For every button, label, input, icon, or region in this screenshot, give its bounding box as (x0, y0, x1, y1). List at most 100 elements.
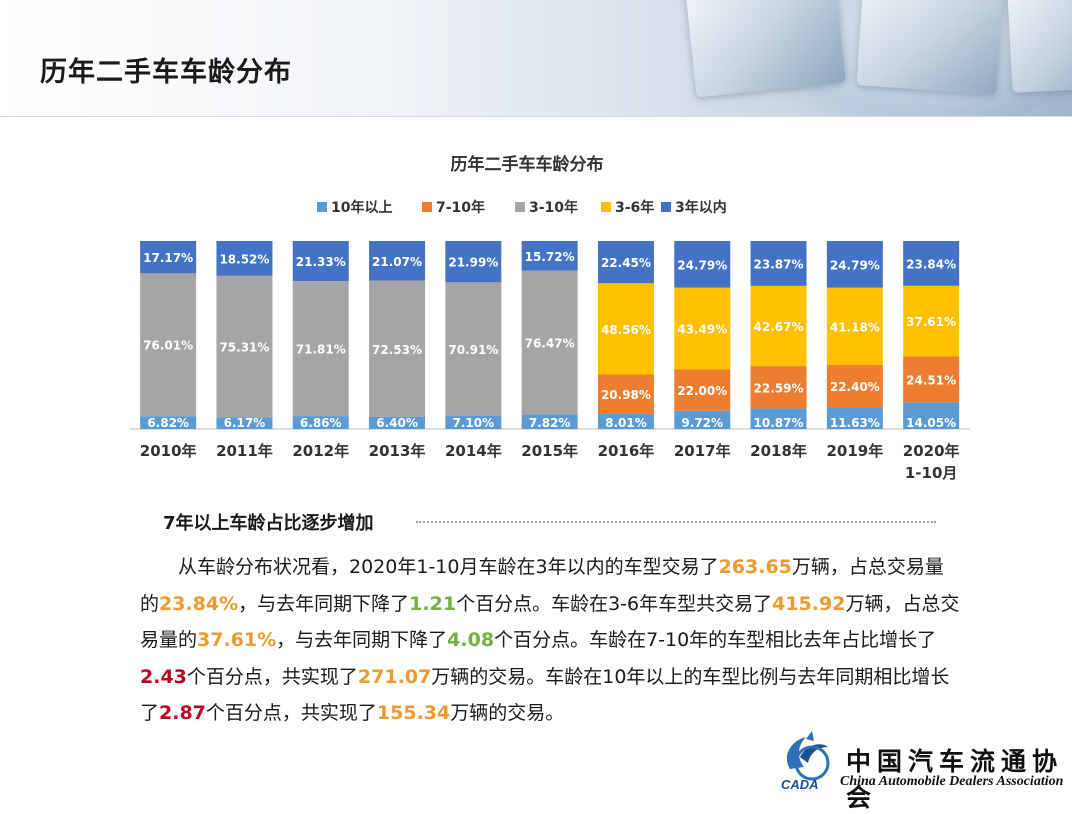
data-label: 7.10% (453, 416, 495, 430)
highlight-value: 415.92 (772, 592, 846, 615)
data-label: 17.17% (143, 251, 193, 265)
bar-segment (369, 416, 426, 429)
bar-segment (597, 283, 654, 375)
bar-segment (445, 241, 502, 283)
chart-title: 历年二手车车龄分布 (451, 154, 604, 175)
dotted-divider (416, 521, 936, 523)
data-label: 43.49% (677, 322, 727, 336)
paragraph-text: 个百分点。车龄在3-6年车型共交易了 (456, 592, 773, 615)
paragraph-text: ，与去年同期下降了 (238, 592, 410, 615)
bar-segment (597, 374, 654, 414)
data-label: 6.86% (300, 416, 342, 430)
data-label: 14.05% (906, 416, 956, 430)
highlight-value: 155.34 (376, 702, 451, 725)
stacked-bar-chart: 历年二手车车龄分布 10年以上 7-10年 3-10年 3-6年 3年以内 6.82% 76.… (130, 154, 970, 482)
legend-swatch (515, 202, 525, 212)
bar-segment (903, 402, 960, 429)
bar-segment (674, 369, 731, 411)
bar-segment (674, 410, 731, 429)
bar-segment (521, 414, 578, 429)
paragraph-text: 个百分点，共实现了 (205, 702, 377, 725)
data-label: 24.79% (677, 258, 727, 272)
bar-segment (140, 416, 197, 429)
legend-label: 3-10年 (529, 199, 578, 216)
highlight-value: 23.84% (159, 592, 239, 615)
bar-segment (826, 287, 883, 366)
bar-segment (903, 241, 960, 286)
data-label: 76.47% (525, 336, 575, 350)
x-tick-label: 1-10月 (905, 464, 958, 482)
data-label: 22.40% (830, 380, 880, 394)
data-label: 37.61% (906, 315, 956, 329)
data-label: 6.82% (147, 416, 189, 430)
data-label: 22.00% (677, 384, 727, 398)
highlight-value: 37.61% (197, 629, 277, 652)
bar-segment (216, 275, 273, 418)
bar-segment (445, 415, 502, 429)
bar-segment (597, 413, 654, 429)
data-label: 18.52% (219, 252, 269, 266)
x-tick-label: 2011年 (216, 442, 273, 460)
data-label: 48.56% (601, 323, 651, 337)
paragraph-text: 个百分点。车龄在7-10年的车型相比去年占比增长了 (494, 629, 937, 652)
bar-segment (369, 241, 426, 281)
bar-segment (521, 241, 578, 271)
x-tick-label: 2013年 (369, 442, 426, 460)
header-divider (0, 116, 1072, 117)
x-tick-label: 2018年 (750, 442, 807, 460)
paragraph-text: 从车龄分布状况看，2020年1-10月车龄在3年以内的车型交易了 (178, 556, 719, 578)
highlight-value: 271.07 (357, 665, 432, 688)
bar-segment (750, 241, 807, 286)
bar-segment (826, 241, 883, 288)
bar-segment (216, 241, 273, 276)
data-label: 75.31% (219, 341, 269, 355)
legend-swatch (661, 202, 671, 212)
logo-mark-text: CADA (781, 777, 819, 792)
data-label: 23.84% (906, 257, 956, 271)
data-label: 41.18% (830, 320, 880, 334)
data-label: 11.63% (830, 416, 880, 430)
bar-segment (674, 287, 731, 370)
bar-segment (140, 273, 197, 417)
page-title: 历年二手车车龄分布 (40, 57, 292, 88)
data-label: 22.59% (754, 381, 804, 395)
legend-swatch (422, 202, 432, 212)
bar-segment (445, 282, 502, 416)
data-label: 22.45% (601, 256, 651, 270)
paragraph-text: 万辆，占总交易量的 (140, 592, 960, 652)
data-label: 10.87% (754, 416, 804, 430)
data-label: 23.87% (754, 257, 804, 271)
paragraph-text: 万辆，占总交易量的 (140, 556, 944, 615)
bar-segment (826, 407, 883, 429)
highlight-value: 2.87 (159, 702, 206, 725)
legend-swatch (317, 202, 327, 212)
legend-label: 7-10年 (436, 199, 485, 216)
x-tick-label: 2015年 (521, 442, 578, 460)
bar-segment (750, 408, 807, 429)
data-label: 24.79% (830, 258, 880, 272)
data-label: 21.07% (372, 255, 422, 269)
data-label: 6.17% (224, 416, 266, 430)
data-label: 71.81% (296, 343, 346, 357)
paragraph-text: 万辆的交易。车龄在10年以上的车型比例与去年同期相比增长了 (140, 665, 950, 725)
legend-label: 3年以内 (675, 199, 727, 216)
data-label: 8.01% (605, 416, 647, 430)
data-label: 72.53% (372, 343, 422, 357)
bar-segment (292, 281, 349, 417)
data-label: 7.82% (529, 416, 571, 430)
paragraph-text: 个百分点，共实现了 (186, 665, 358, 688)
x-tick-label: 2020年 (903, 442, 960, 460)
x-tick-label: 2010年 (140, 442, 197, 460)
highlight-value: 4.08 (447, 629, 495, 652)
data-label: 9.72% (681, 416, 723, 430)
bar-segment (140, 241, 197, 274)
data-label: 15.72% (525, 250, 575, 264)
x-tick-label: 2014年 (445, 442, 502, 460)
data-label: 76.01% (143, 339, 193, 353)
legend-label: 10年以上 (331, 199, 392, 216)
bar-segment (216, 417, 273, 429)
bar-segment (521, 270, 578, 415)
x-tick-label: 2019年 (826, 442, 883, 460)
legend-label: 3-6年 (615, 199, 654, 216)
bar-segment (903, 356, 960, 403)
